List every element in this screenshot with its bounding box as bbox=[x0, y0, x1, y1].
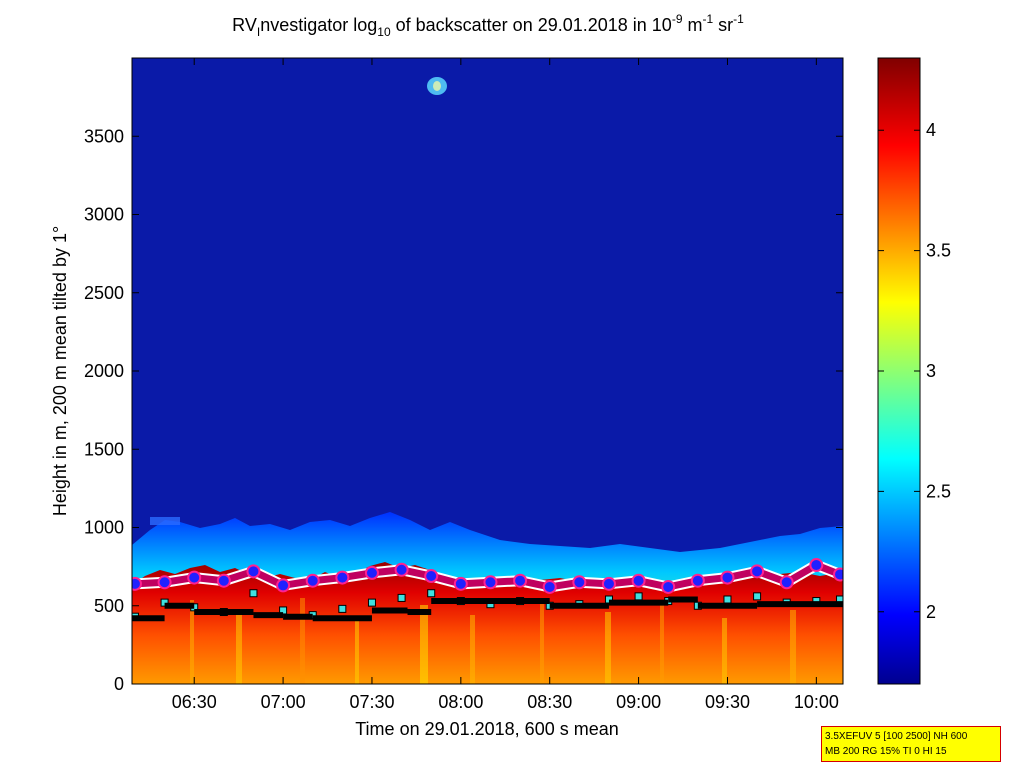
colorbar-tick-label: 2 bbox=[926, 602, 936, 622]
x-tick-label: 10:00 bbox=[794, 692, 839, 712]
cloud-base-point bbox=[809, 558, 824, 573]
x-tick-label: 09:00 bbox=[616, 692, 661, 712]
cloud-base-point bbox=[513, 573, 528, 588]
cyan-square-point bbox=[634, 592, 643, 601]
cloud-base-point bbox=[276, 578, 291, 593]
cyan-square-point bbox=[723, 595, 732, 604]
cyan-square-point bbox=[753, 592, 762, 601]
colorbar-tick-label: 3.5 bbox=[926, 241, 951, 261]
processing-info-box: 3.5XEFUV 5 [100 2500] NH 600 MB 200 RG 1… bbox=[821, 726, 1001, 762]
y-tick-label: 3000 bbox=[84, 205, 124, 225]
cyan-square-point bbox=[427, 589, 436, 598]
cloud-base-point bbox=[424, 569, 439, 584]
cloud-base-point bbox=[833, 567, 843, 582]
convective-streaks bbox=[190, 598, 796, 684]
colorbar bbox=[877, 57, 921, 685]
x-axis-label: Time on 29.01.2018, 600 s mean bbox=[355, 719, 619, 739]
cloud-base-point bbox=[453, 576, 468, 591]
colorbar-tick-label: 3 bbox=[926, 361, 936, 381]
x-axis: 06:30 07:00 07:30 08:00 08:30 09:00 09:30 10:00 bbox=[172, 58, 839, 712]
cloud-base-point bbox=[187, 570, 202, 585]
y-axis: 0 500 1000 1500 2000 2500 3000 3500 bbox=[84, 126, 843, 694]
cyan-square-point bbox=[367, 598, 376, 607]
cloud-base-point bbox=[246, 564, 261, 579]
cloud-base-point bbox=[661, 579, 676, 594]
cloud-base-point bbox=[305, 573, 320, 588]
cloud-base-point bbox=[157, 575, 172, 590]
y-tick-label: 3500 bbox=[84, 126, 124, 146]
y-tick-label: 2500 bbox=[84, 283, 124, 303]
y-tick-label: 1500 bbox=[84, 439, 124, 459]
cloud-base-point bbox=[601, 576, 616, 591]
x-tick-label: 07:30 bbox=[349, 692, 394, 712]
cyan-square-point bbox=[397, 593, 406, 602]
colorbar-tick-label: 2.5 bbox=[926, 481, 951, 501]
cloud-base-point bbox=[690, 573, 705, 588]
y-tick-label: 500 bbox=[94, 596, 124, 616]
cloud-base-point bbox=[720, 570, 735, 585]
series-layer bbox=[132, 558, 843, 622]
info-line-2: MB 200 RG 15% TI 0 HI 15 bbox=[825, 746, 947, 757]
x-tick-label: 08:00 bbox=[438, 692, 483, 712]
cyan-square-point bbox=[338, 604, 347, 613]
cloud-base-point bbox=[483, 575, 498, 590]
info-line-1: 3.5XEFUV 5 [100 2500] NH 600 bbox=[825, 731, 968, 742]
cloud-base-point bbox=[631, 573, 646, 588]
cloud-patch-core bbox=[433, 81, 441, 91]
cloud-base-point bbox=[542, 579, 557, 594]
cloud-base-point bbox=[572, 575, 587, 590]
x-tick-label: 07:00 bbox=[261, 692, 306, 712]
cloud-base-point bbox=[132, 576, 142, 591]
heatmap-plot bbox=[132, 58, 843, 684]
cloud-base-point bbox=[216, 573, 231, 588]
y-tick-label: 1000 bbox=[84, 518, 124, 538]
cloud-base-point bbox=[335, 570, 350, 585]
cloud-base-point bbox=[394, 562, 409, 577]
y-tick-label: 2000 bbox=[84, 361, 124, 381]
cyan-square-point bbox=[249, 589, 258, 598]
colorbar-axis: 2 2.5 3 3.5 4 bbox=[878, 120, 951, 622]
x-tick-label: 08:30 bbox=[527, 692, 572, 712]
colorbar-tick-label: 4 bbox=[926, 120, 936, 140]
x-tick-label: 06:30 bbox=[172, 692, 217, 712]
x-tick-label: 09:30 bbox=[705, 692, 750, 712]
low-cloud-patch bbox=[150, 517, 180, 525]
chart-title: RVInvestigator log10 of backscatter on 2… bbox=[232, 12, 744, 39]
y-axis-label: Height in m, 200 m mean tilted by 1° bbox=[50, 226, 70, 516]
y-tick-label: 0 bbox=[114, 674, 124, 694]
cloud-base-point bbox=[750, 564, 765, 579]
cloud-base-point bbox=[364, 565, 379, 580]
cloud-base-point bbox=[779, 575, 794, 590]
